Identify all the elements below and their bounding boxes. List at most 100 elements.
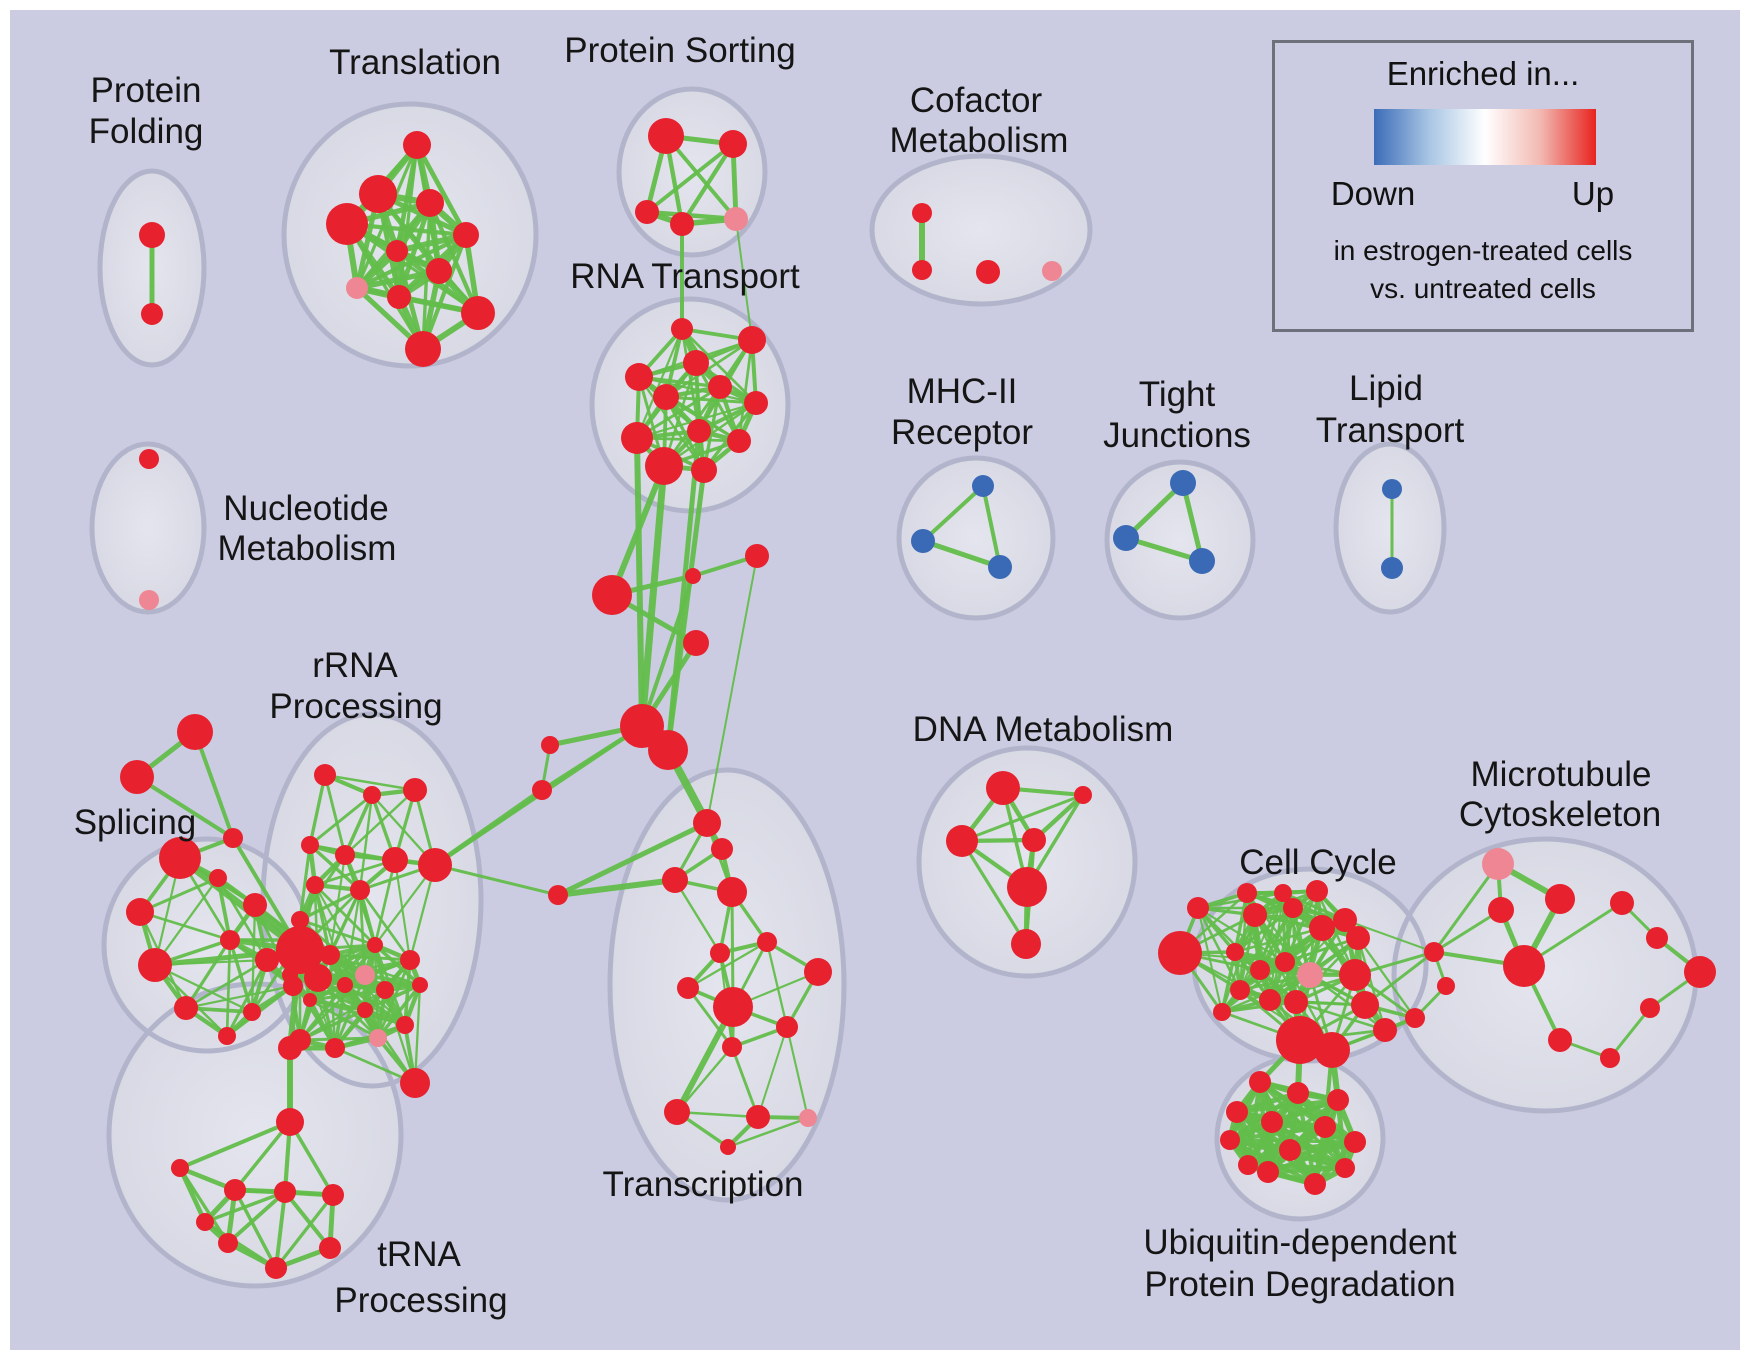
- gene-set-node: [1249, 1071, 1271, 1093]
- cluster-label-rrna-1: rRNA: [312, 646, 398, 685]
- gene-set-node: [276, 926, 324, 974]
- gene-set-node: [367, 937, 383, 953]
- gene-set-node: [265, 1257, 287, 1279]
- gene-set-node: [1335, 1158, 1355, 1178]
- cluster-label-microtubule-1: Microtubule: [1471, 755, 1652, 794]
- gene-set-node: [720, 1139, 736, 1155]
- cluster-border-translation: [281, 101, 539, 369]
- cluster-label-lipid-2: Transport: [1316, 411, 1465, 450]
- cluster-label-lipid-1: Lipid: [1349, 369, 1423, 408]
- gene-set-node: [412, 977, 428, 993]
- gene-set-node: [386, 240, 408, 262]
- gene-set-node: [946, 825, 978, 857]
- legend-subtitle-line2: vs. untreated cells: [1370, 273, 1596, 304]
- gene-set-node: [662, 867, 688, 893]
- gene-set-node: [719, 130, 747, 158]
- gene-set-node: [306, 876, 324, 894]
- gene-set-node: [727, 429, 751, 453]
- gene-set-node: [1275, 952, 1295, 972]
- gene-set-node: [139, 222, 165, 248]
- nodes: [120, 118, 1716, 1279]
- legend-up-label: Up: [1571, 175, 1615, 212]
- gene-set-node: [625, 363, 653, 391]
- gene-set-node: [177, 714, 213, 750]
- gene-set-node: [1351, 991, 1379, 1019]
- gene-set-node: [532, 780, 552, 800]
- gene-set-node: [357, 1002, 373, 1018]
- gene-set-node: [746, 1105, 770, 1129]
- cluster-label-trna-1: tRNA: [377, 1235, 461, 1274]
- gene-set-node: [648, 730, 688, 770]
- gene-set-node: [126, 898, 154, 926]
- gene-set-node: [418, 848, 452, 882]
- gene-set-node: [346, 277, 368, 299]
- gene-set-node: [120, 760, 154, 794]
- gene-set-node: [1276, 1016, 1324, 1064]
- gene-set-node: [711, 838, 733, 860]
- gene-set-node: [1213, 1003, 1231, 1021]
- gene-set-node: [1074, 786, 1092, 804]
- gene-set-node: [648, 118, 684, 154]
- cluster-label-mhc-2: Receptor: [891, 413, 1033, 452]
- gene-set-node: [671, 318, 693, 340]
- cluster-border-protein_sorting: [616, 86, 768, 258]
- gene-set-node: [541, 736, 559, 754]
- cluster-label-protein-folding-1: Protein: [91, 71, 202, 110]
- gene-set-node: [757, 932, 777, 952]
- cluster-label-cofactor-2: Metabolism: [890, 121, 1069, 160]
- cluster-area-mhc: [899, 458, 1053, 618]
- gene-set-node: [986, 771, 1020, 805]
- gene-set-node: [301, 836, 319, 854]
- gene-set-node: [255, 948, 279, 972]
- legend-box: Enriched in... Down Up in estrogen-treat…: [1272, 40, 1694, 332]
- gene-set-node: [710, 943, 730, 963]
- gene-set-node: [1261, 1111, 1283, 1133]
- gene-set-node: [1437, 977, 1455, 995]
- gene-set-node: [683, 350, 709, 376]
- gene-set-node: [304, 964, 332, 992]
- gene-set-node: [1113, 525, 1139, 551]
- gene-set-node: [717, 877, 747, 907]
- gene-set-node: [1230, 980, 1250, 1000]
- gene-set-node: [1226, 943, 1244, 961]
- gene-set-node: [1327, 1089, 1349, 1111]
- cluster-label-dna-metabolism: DNA Metabolism: [913, 710, 1174, 749]
- gene-set-node: [1600, 1048, 1620, 1068]
- gene-set-node: [1011, 929, 1041, 959]
- gene-set-node: [677, 977, 699, 999]
- gene-set-node: [1382, 479, 1402, 499]
- gene-set-node: [1257, 1161, 1279, 1183]
- gene-set-node: [1187, 897, 1209, 919]
- cluster-label-rrna-2: Processing: [269, 687, 442, 726]
- gene-set-node: [1042, 261, 1062, 281]
- gene-set-node: [691, 457, 717, 483]
- gene-set-node: [1488, 897, 1514, 923]
- gene-set-node: [1243, 903, 1267, 927]
- gene-set-node: [1314, 1116, 1336, 1138]
- cluster-border-protein_folding: [97, 168, 207, 368]
- gene-set-node: [400, 950, 420, 970]
- gene-set-node: [799, 1109, 817, 1127]
- cluster-border-tight: [1104, 459, 1256, 621]
- cluster-border-mhc: [896, 455, 1056, 621]
- gene-set-node: [1170, 470, 1196, 496]
- gene-set-node: [1640, 998, 1660, 1018]
- gene-set-node: [1346, 926, 1370, 950]
- gene-set-node: [218, 1027, 236, 1045]
- gene-set-node: [209, 869, 227, 887]
- gene-set-node: [988, 555, 1012, 579]
- gene-set-node: [1237, 883, 1257, 903]
- gene-set-node: [592, 575, 632, 615]
- gene-set-node: [174, 996, 198, 1020]
- cluster-border-nucleotide: [89, 441, 207, 615]
- gene-set-node: [376, 981, 394, 999]
- gene-set-node: [1189, 548, 1215, 574]
- gene-set-node: [453, 222, 479, 248]
- gene-set-node: [1646, 927, 1668, 949]
- cluster-area-tight: [1107, 462, 1253, 618]
- gene-set-node: [320, 945, 340, 965]
- gene-set-node: [1250, 960, 1270, 980]
- cluster-label-rna-transport: RNA Transport: [570, 257, 800, 296]
- gene-set-node: [664, 1099, 690, 1125]
